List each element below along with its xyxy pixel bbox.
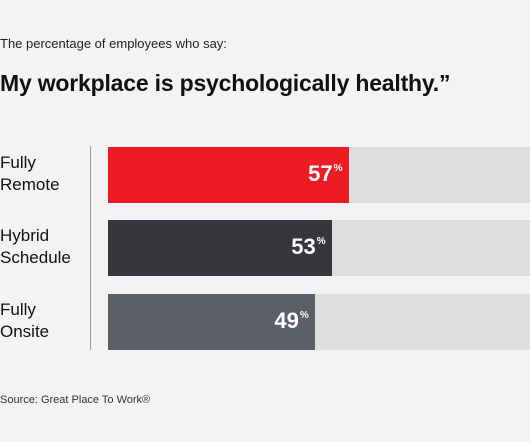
data-label-value: 53 xyxy=(291,234,316,259)
category-label: Hybrid Schedule xyxy=(0,226,71,267)
bar-track: 57% xyxy=(108,147,530,203)
bar-track: 53% xyxy=(108,220,530,276)
chart-subtitle: The percentage of employees who say: xyxy=(0,36,227,51)
chart-title: My workplace is psychologically healthy.… xyxy=(0,70,451,96)
bar: 49% xyxy=(108,294,315,350)
category-label: Fully Remote xyxy=(0,153,60,194)
bar-row: Fully Onsite 49% xyxy=(0,287,530,350)
data-label-unit: % xyxy=(333,163,343,174)
bar-chart: Fully Remote 57% Hybrid Schedule 53% Fully O… xyxy=(0,140,530,360)
bar-track: 49% xyxy=(108,294,530,350)
bar-row: Hybrid Schedule 53% xyxy=(0,213,530,276)
data-label: 53% xyxy=(291,234,325,260)
bar: 57% xyxy=(108,147,349,203)
source-note: Source: Great Place To Work® xyxy=(0,394,151,406)
data-label: 49% xyxy=(274,308,308,334)
data-label-unit: % xyxy=(299,310,309,321)
bar-row: Fully Remote 57% xyxy=(0,140,530,203)
bar: 53% xyxy=(108,220,332,276)
data-label-value: 49 xyxy=(274,308,299,333)
category-label: Fully Onsite xyxy=(0,300,50,341)
data-label-unit: % xyxy=(316,236,326,247)
data-label-value: 57 xyxy=(308,161,333,186)
category-axis-line xyxy=(90,146,91,350)
data-label: 57% xyxy=(308,161,342,187)
